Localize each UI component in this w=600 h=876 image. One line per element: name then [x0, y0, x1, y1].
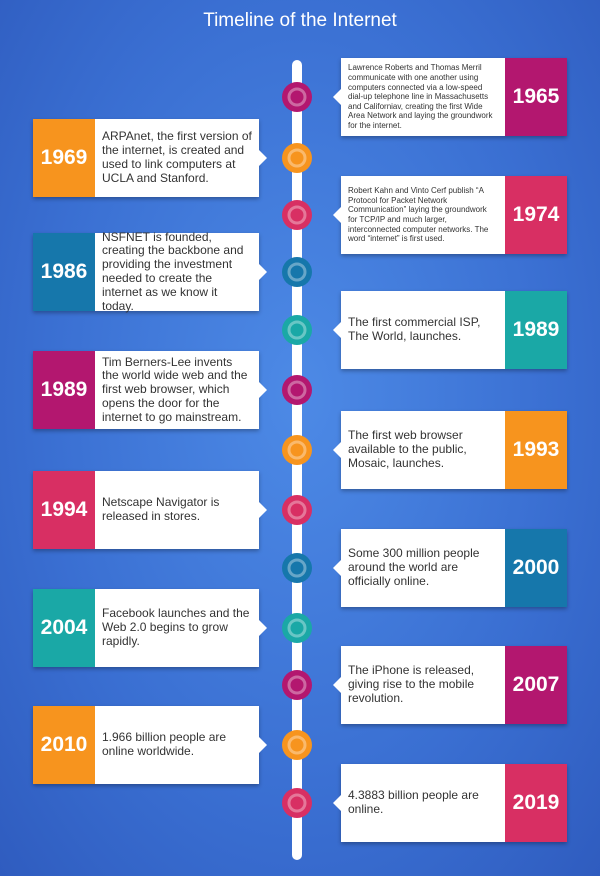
timeline-dot — [282, 315, 312, 345]
event-text: Robert Kahn and Vinto Cerf publish “A Pr… — [341, 176, 505, 254]
event-year: 1989 — [505, 291, 567, 369]
event-pointer — [259, 264, 267, 280]
event-year: 1994 — [33, 471, 95, 549]
timeline-dot-ring — [287, 380, 307, 400]
event-text: The first commercial ISP, The World, lau… — [341, 291, 505, 369]
timeline-dot-ring — [287, 262, 307, 282]
timeline-dot — [282, 553, 312, 583]
event-text: Lawrence Roberts and Thomas Merril commu… — [341, 58, 505, 136]
timeline-dot — [282, 730, 312, 760]
event-card: The first web browser available to the p… — [333, 411, 567, 489]
timeline-dot-ring — [287, 440, 307, 460]
event-card: The iPhone is released, giving rise to t… — [333, 646, 567, 724]
timeline-dot — [282, 613, 312, 643]
event-card: 4.3883 billion people are online. 2019 — [333, 764, 567, 842]
timeline-dot-ring — [287, 558, 307, 578]
timeline-dot — [282, 375, 312, 405]
event-year: 2000 — [505, 529, 567, 607]
event-pointer — [259, 620, 267, 636]
event-text: Some 300 million people around the world… — [341, 529, 505, 607]
event-text: Netscape Navigator is released in stores… — [95, 471, 259, 549]
event-pointer — [259, 382, 267, 398]
event-text: 1.966 billion people are online worldwid… — [95, 706, 259, 784]
timeline-dot — [282, 257, 312, 287]
event-text: NSFNET is founded, creating the backbone… — [95, 230, 259, 312]
timeline-dot — [282, 435, 312, 465]
timeline-dot-ring — [287, 87, 307, 107]
title: Timeline of the Internet — [203, 10, 397, 31]
timeline-dot — [282, 200, 312, 230]
timeline-dot-ring — [287, 148, 307, 168]
event-card: Lawrence Roberts and Thomas Merril commu… — [333, 58, 567, 136]
timeline-dot-ring — [287, 320, 307, 340]
event-pointer — [333, 560, 341, 576]
event-card: 1989 Tim Berners-Lee invents the world wi… — [33, 351, 267, 429]
timeline-dot-ring — [287, 735, 307, 755]
event-pointer — [333, 442, 341, 458]
event-pointer — [259, 150, 267, 166]
event-year: 2019 — [505, 764, 567, 842]
event-card: 1969 ARPAnet, the first version of the in… — [33, 119, 267, 197]
event-card: The first commercial ISP, The World, lau… — [333, 291, 567, 369]
timeline-dot-ring — [287, 500, 307, 520]
event-pointer — [259, 502, 267, 518]
event-text: The iPhone is released, giving rise to t… — [341, 646, 505, 724]
event-text: Facebook launches and the Web 2.0 begins… — [95, 589, 259, 667]
event-year: 2010 — [33, 706, 95, 784]
event-year: 1974 — [505, 176, 567, 254]
timeline-dot — [282, 788, 312, 818]
event-card: 2010 1.966 billion people are online worl… — [33, 706, 267, 784]
event-card: 1986 NSFNET is founded, creating the back… — [33, 230, 267, 312]
event-card: 1994 Netscape Navigator is released in st… — [33, 471, 267, 549]
event-pointer — [333, 677, 341, 693]
event-year: 1986 — [33, 233, 95, 311]
timeline-dot-ring — [287, 618, 307, 638]
event-card: Some 300 million people around the world… — [333, 529, 567, 607]
event-year: 1969 — [33, 119, 95, 197]
event-year: 1989 — [33, 351, 95, 429]
timeline-dot — [282, 495, 312, 525]
timeline-dot — [282, 670, 312, 700]
timeline-dot-ring — [287, 675, 307, 695]
event-card: 2004 Facebook launches and the Web 2.0 be… — [33, 589, 267, 667]
event-year: 1993 — [505, 411, 567, 489]
event-pointer — [333, 795, 341, 811]
event-pointer — [333, 207, 341, 223]
event-pointer — [333, 322, 341, 338]
event-year: 2004 — [33, 589, 95, 667]
event-text: 4.3883 billion people are online. — [341, 764, 505, 842]
timeline-dot-ring — [287, 205, 307, 225]
event-pointer — [259, 737, 267, 753]
timeline-dot-ring — [287, 793, 307, 813]
event-text: ARPAnet, the first version of the intern… — [95, 119, 259, 197]
event-text: The first web browser available to the p… — [341, 411, 505, 489]
event-card: Robert Kahn and Vinto Cerf publish “A Pr… — [333, 176, 567, 254]
event-year: 2007 — [505, 646, 567, 724]
event-year: 1965 — [505, 58, 567, 136]
timeline-dot — [282, 82, 312, 112]
timeline-dot — [282, 143, 312, 173]
event-text: Tim Berners-Lee invents the world wide w… — [95, 351, 259, 429]
event-pointer — [333, 89, 341, 105]
